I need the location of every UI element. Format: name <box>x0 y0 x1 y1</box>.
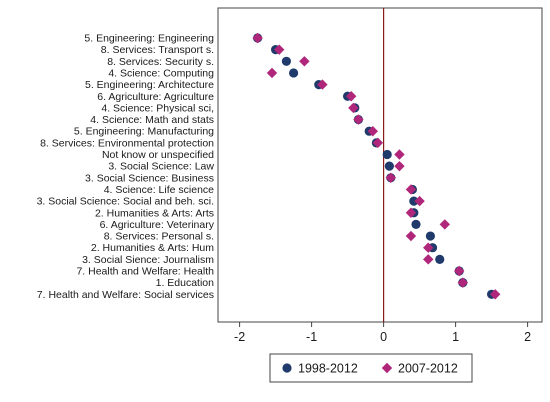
data-point-diamond <box>346 91 357 102</box>
series-2007-2012-points <box>252 32 501 300</box>
data-point-circle <box>411 219 421 229</box>
category-label: 4. Science: Math and stats <box>90 114 214 126</box>
legend: 1998-2012 2007-2012 <box>269 353 473 383</box>
data-point-diamond <box>252 32 263 44</box>
category-label: 8. Services: Environmental protection <box>40 137 214 149</box>
data-point-circle <box>435 254 445 264</box>
data-point-circle <box>289 68 299 78</box>
x-tick-label: -2 <box>234 330 245 344</box>
data-point-diamond <box>423 242 434 253</box>
x-tick-label: 0 <box>380 330 387 344</box>
data-point-circle <box>382 149 392 160</box>
data-point-diamond <box>353 114 364 125</box>
plot-area <box>217 7 543 323</box>
category-label: 4. Science: Computing <box>108 67 214 79</box>
data-point-diamond <box>423 254 434 265</box>
data-point-diamond <box>274 44 285 55</box>
data-point-diamond <box>372 137 384 149</box>
data-point-diamond <box>414 195 425 207</box>
category-label: 2. Humanities & Arts: Hum <box>91 242 214 254</box>
category-label: 2. Humanities & Arts: Arts <box>95 207 214 219</box>
x-tick-label: 2 <box>524 330 531 344</box>
category-label: 4. Science: Life science <box>104 184 214 196</box>
data-point-circle <box>409 196 419 206</box>
category-label: 3. Social Science: Social and beh. sci. <box>37 196 214 208</box>
data-point-diamond <box>317 79 328 90</box>
data-point-diamond <box>405 207 417 218</box>
data-point-circle <box>384 161 394 171</box>
category-label: 4. Science: Physical sci, <box>101 102 214 114</box>
category-label: 6. Agriculture: Agriculture <box>97 91 214 103</box>
data-point-diamond <box>490 289 501 300</box>
x-tick-label: 1 <box>452 330 459 344</box>
category-label: 1. Education <box>156 277 215 289</box>
data-point-circle <box>425 231 435 241</box>
category-label: 7. Health and Welfare: Health <box>76 266 214 278</box>
legend-box <box>269 353 473 383</box>
category-label: 8. Services: Transport s. <box>101 44 214 56</box>
legend-label-1998-2012: 1998-2012 <box>298 362 358 376</box>
category-label: 3. Social Science: Business <box>85 172 214 184</box>
data-point-diamond <box>454 265 465 277</box>
data-point-diamond <box>394 149 405 160</box>
category-label: 5. Engineering: Engineering <box>84 33 214 45</box>
category-label: 8. Services: Security s. <box>107 56 214 68</box>
data-point-diamond <box>367 126 378 137</box>
data-point-diamond <box>457 277 468 288</box>
data-point-circle <box>281 56 291 66</box>
category-label: 7. Health and Welfare: Social services <box>37 289 214 301</box>
data-point-diamond <box>405 184 417 195</box>
data-point-diamond <box>381 362 393 374</box>
x-tick-label: -1 <box>306 330 317 344</box>
x-axis: -2 -1 0 1 2 <box>234 322 531 344</box>
data-point-diamond <box>439 219 450 230</box>
data-point-diamond <box>266 67 278 79</box>
data-point-diamond <box>348 102 359 114</box>
data-point-circle <box>282 363 292 373</box>
legend-label-2007-2012: 2007-2012 <box>398 362 458 376</box>
category-label: 5. Engineering: Manufacturing <box>74 126 214 138</box>
data-point-diamond <box>385 172 396 183</box>
data-point-diamond <box>299 56 310 67</box>
category-label: 5. Engineering: Architecture <box>85 79 214 91</box>
category-label: 8. Services: Personal s. <box>104 231 214 243</box>
data-point-diamond <box>405 230 417 242</box>
category-label: 3. Social Science: Law <box>108 161 214 173</box>
category-label: Not know or unspecified <box>102 149 214 161</box>
data-point-diamond <box>394 160 405 172</box>
category-label: 3. Social Sience: Journalism <box>82 254 214 266</box>
category-label: 6. Agriculture: Veterinary <box>100 219 215 231</box>
